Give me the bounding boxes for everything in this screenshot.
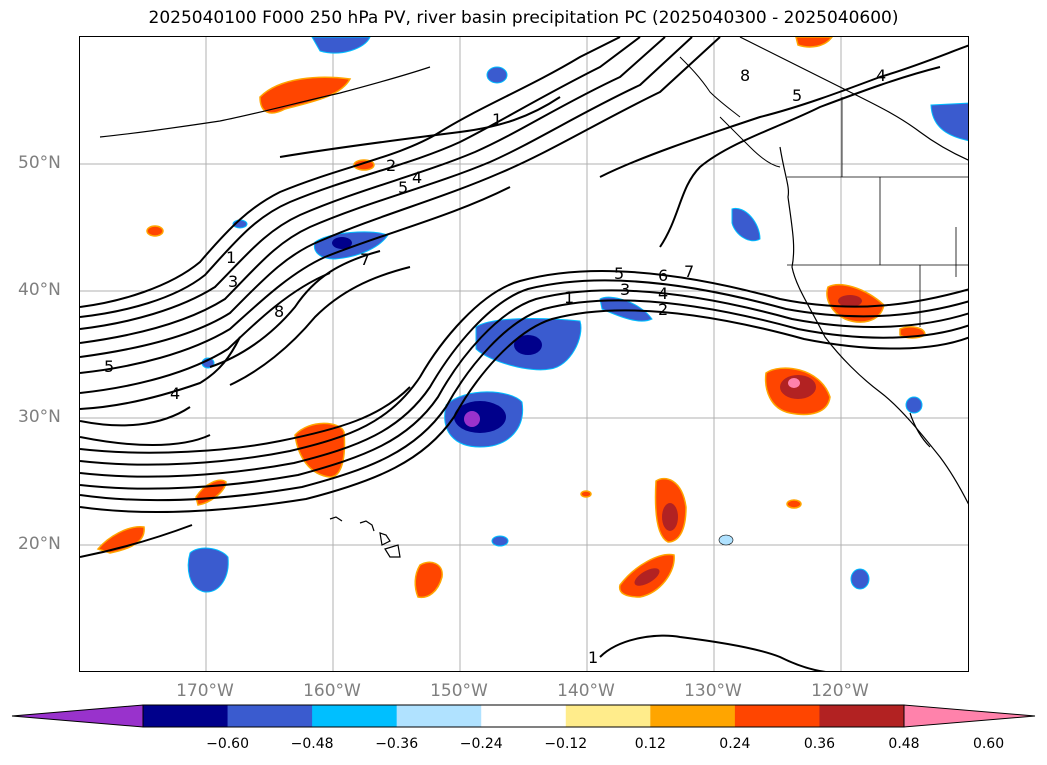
pv-label: 5 bbox=[792, 86, 802, 105]
pv-label: 2 bbox=[658, 300, 668, 319]
pv-label: 1 bbox=[492, 110, 502, 129]
precip-positive-core bbox=[788, 378, 800, 388]
colorbar-segment bbox=[734, 705, 820, 727]
precip-positive-blob bbox=[146, 225, 164, 237]
precip-negative-blob bbox=[187, 547, 229, 593]
colorbar-tick-label: 0.36 bbox=[803, 736, 836, 752]
figure-title: 2025040100 F000 250 hPa PV, river basin … bbox=[148, 8, 899, 28]
precip-negative-blob bbox=[905, 396, 923, 414]
colorbar-tick-label: 0.24 bbox=[719, 736, 751, 752]
precip-negative-blob bbox=[311, 37, 371, 54]
colorbar-tick-label: −0.24 bbox=[459, 736, 503, 752]
precip-positive-core bbox=[634, 568, 660, 586]
pv-label: 6 bbox=[658, 266, 668, 285]
colorbar bbox=[11, 704, 1036, 728]
pv-label: 7 bbox=[684, 262, 694, 281]
map-canvas: 1 2 4 5 1 3 8 7 5 4 5 6 7 3 4 1 2 8 5 4 … bbox=[80, 37, 968, 671]
precip-positive-core bbox=[780, 375, 816, 399]
lat-label-40n: 40°N bbox=[18, 280, 61, 300]
precip-negative-blob bbox=[731, 207, 761, 242]
colorbar-tick-label: −0.48 bbox=[290, 736, 334, 752]
precip-negative-blob bbox=[930, 102, 968, 142]
pv-label: 4 bbox=[412, 168, 422, 187]
lat-label-30n: 30°N bbox=[18, 407, 61, 427]
pv-contours bbox=[80, 37, 968, 671]
colorbar-segment bbox=[143, 705, 229, 727]
colorbar-outline bbox=[142, 704, 905, 728]
pv-contour-labels: 1 2 4 5 1 3 8 7 5 4 5 6 7 3 4 1 2 8 5 4 … bbox=[104, 66, 886, 667]
colorbar-tick-label: −0.36 bbox=[375, 736, 419, 752]
colorbar-segment bbox=[565, 705, 651, 727]
coastlines bbox=[99, 37, 968, 558]
precip-shading bbox=[96, 37, 968, 599]
lon-label-140w: 140°W bbox=[557, 681, 615, 701]
pv-label: 1 bbox=[564, 288, 574, 307]
precip-negative-core bbox=[464, 411, 480, 427]
colorbar-segment bbox=[227, 705, 313, 727]
pv-label: 3 bbox=[228, 272, 238, 291]
precip-positive-blob bbox=[259, 76, 352, 114]
political-borders bbox=[787, 97, 968, 327]
precip-light-negative-blob bbox=[718, 534, 734, 546]
colorbar-extend-low bbox=[11, 704, 144, 728]
pv-label: 4 bbox=[170, 384, 180, 403]
precip-negative-core bbox=[332, 237, 352, 249]
precip-positive-blob bbox=[580, 490, 592, 498]
precip-positive-blob bbox=[96, 526, 145, 554]
precip-positive-blob bbox=[195, 479, 227, 506]
pv-label: 3 bbox=[620, 280, 630, 299]
pv-label: 4 bbox=[876, 66, 886, 85]
precip-positive-blob bbox=[414, 561, 443, 599]
colorbar-segments bbox=[11, 704, 1036, 728]
colorbar-segment bbox=[481, 705, 567, 727]
colorbar-tick-label: 0.12 bbox=[634, 736, 666, 752]
pv-label: 1 bbox=[588, 648, 598, 667]
precip-negative-blob bbox=[313, 231, 389, 260]
colorbar-segment bbox=[650, 705, 736, 727]
pv-label: 4 bbox=[658, 284, 668, 303]
colorbar-tick-label: −0.60 bbox=[206, 736, 249, 752]
lat-label-20n: 20°N bbox=[18, 534, 61, 554]
lon-label-160w: 160°W bbox=[303, 681, 361, 701]
precip-positive-core bbox=[662, 503, 678, 531]
precip-negative-blob bbox=[599, 296, 653, 322]
pv-label: 5 bbox=[398, 178, 408, 197]
colorbar-segment bbox=[312, 705, 398, 727]
pv-label: 5 bbox=[614, 264, 624, 283]
lat-label-50n: 50°N bbox=[18, 153, 61, 173]
map-panel: 1 2 4 5 1 3 8 7 5 4 5 6 7 3 4 1 2 8 5 4 … bbox=[79, 36, 969, 672]
colorbar-segment bbox=[396, 705, 482, 727]
pv-label: 5 bbox=[104, 357, 114, 376]
precip-positive-blob bbox=[786, 499, 802, 509]
precip-negative-blob bbox=[491, 535, 509, 547]
lon-label-150w: 150°W bbox=[430, 681, 488, 701]
precip-negative-blob bbox=[486, 66, 508, 84]
colorbar-tick-label: 0.60 bbox=[972, 736, 1005, 752]
pv-label: 8 bbox=[274, 302, 284, 321]
lon-label-130w: 130°W bbox=[684, 681, 742, 701]
precip-positive-core bbox=[838, 295, 862, 307]
precip-positive-blob bbox=[294, 422, 346, 478]
lon-label-120w: 120°W bbox=[811, 681, 869, 701]
colorbar-segment bbox=[819, 705, 905, 727]
colorbar-tick-label: 0.48 bbox=[888, 736, 920, 752]
pv-label: 2 bbox=[386, 156, 396, 175]
precip-negative-blob bbox=[850, 568, 870, 590]
precip-positive-blob bbox=[795, 37, 833, 48]
colorbar-extend-high bbox=[903, 704, 1036, 728]
precip-negative-core bbox=[514, 335, 542, 355]
colorbar-tick-label: −0.12 bbox=[544, 736, 588, 752]
pv-label: 1 bbox=[226, 248, 236, 267]
precip-negative-core bbox=[454, 401, 506, 433]
pv-label: 8 bbox=[740, 66, 750, 85]
lon-label-170w: 170°W bbox=[176, 681, 234, 701]
pv-label: 7 bbox=[360, 250, 370, 269]
